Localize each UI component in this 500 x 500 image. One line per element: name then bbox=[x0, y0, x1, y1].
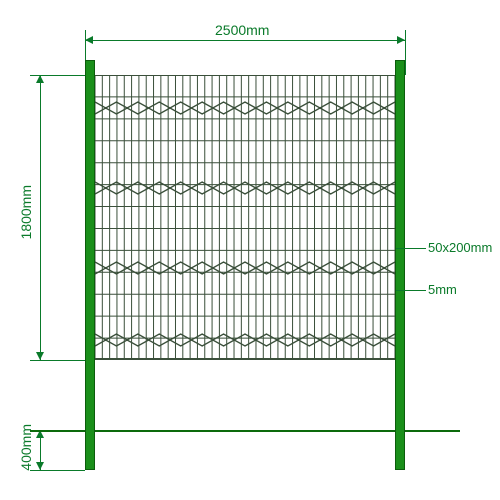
mesh-grid bbox=[95, 75, 395, 360]
dim-width-line bbox=[85, 40, 405, 41]
dim-height-label: 1800mm bbox=[18, 185, 34, 239]
dim-height-arrow-top bbox=[36, 75, 44, 83]
callout-mesh-label: 50x200mm bbox=[428, 240, 492, 255]
dim-width-label: 2500mm bbox=[215, 22, 269, 38]
dim-buried-ext-bot bbox=[30, 470, 85, 471]
fence-diagram: 2500mm 1800mm 400mm 50x200mm 5mm bbox=[0, 0, 500, 500]
dim-width-arrow-right bbox=[397, 36, 405, 44]
callout-wire-line bbox=[396, 290, 426, 291]
dim-buried-arrow-bot bbox=[36, 462, 44, 470]
callout-wire-label: 5mm bbox=[428, 282, 457, 297]
dim-height-ext-bot bbox=[30, 360, 85, 361]
fence-post-left bbox=[85, 60, 95, 470]
callout-mesh-line bbox=[396, 248, 426, 249]
dim-height-line bbox=[40, 75, 41, 360]
dim-height-arrow-bot bbox=[36, 352, 44, 360]
dim-width-ext-right bbox=[405, 30, 406, 75]
dim-width-arrow-left bbox=[85, 36, 93, 44]
fence-post-right bbox=[395, 60, 405, 470]
mesh-panel bbox=[95, 75, 395, 360]
